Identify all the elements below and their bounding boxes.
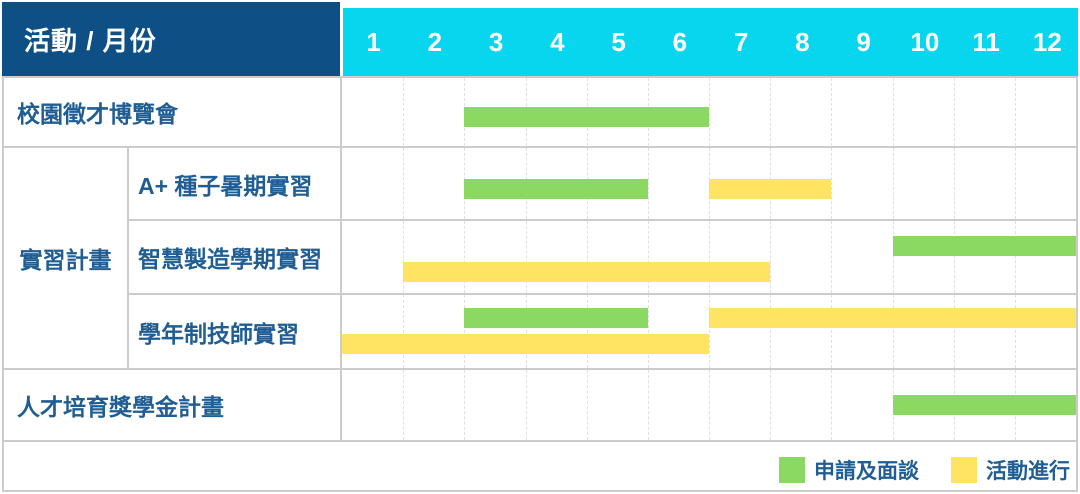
- table-corner-header: 活動 / 月份: [2, 2, 340, 78]
- month-gridline: [770, 295, 772, 368]
- month-label: 12: [1032, 26, 1062, 57]
- row-label-smart-manufacturing-internship: 智慧製造學期實習: [127, 221, 340, 295]
- legend-item: 申請及面談: [779, 455, 919, 485]
- month-gridline: [464, 370, 466, 440]
- month-gridline: [403, 221, 405, 293]
- month-gridline: [464, 295, 466, 368]
- month-label: 9: [856, 26, 871, 57]
- row-label-text: 智慧製造學期實習: [138, 246, 322, 272]
- month-gridline: [647, 221, 649, 293]
- row-label-text: 學年制技師實習: [138, 320, 299, 347]
- month-gridline: [709, 370, 710, 440]
- month-gridline: [586, 295, 588, 368]
- month-gridline: [953, 295, 955, 368]
- legend-swatch-yellow: [951, 457, 977, 483]
- month-label: 7: [733, 26, 749, 57]
- bar-apply-interview: [892, 236, 1076, 256]
- month-label: 5: [611, 26, 626, 57]
- row-label-text: 人才培育獎學金計畫: [17, 394, 224, 420]
- month-gridline: [953, 221, 955, 293]
- month-gridline: [1014, 295, 1016, 368]
- month-gridline: [770, 78, 772, 146]
- legend-label: 活動進行: [986, 460, 1070, 483]
- gantt-row-academic-year-technician-internship: [340, 295, 1078, 370]
- month-gridline: [709, 295, 710, 368]
- month-gridline: [464, 221, 466, 293]
- row-label-career-fair: 校園徵才博覽會: [2, 78, 340, 148]
- month-gridline: [403, 78, 405, 146]
- month-gridline: [831, 370, 833, 440]
- month-gridline: [1014, 148, 1016, 219]
- month-gridline: [586, 221, 588, 293]
- month-gridline: [831, 295, 833, 368]
- row-label-aplus-summer-internship: A+ 種子暑期實習: [127, 148, 340, 221]
- month-gridline: [403, 370, 405, 440]
- month-label: 3: [488, 26, 504, 57]
- month-gridline: [892, 295, 894, 368]
- month-gridline: [586, 370, 588, 440]
- month-label: 2: [427, 26, 443, 57]
- month-gridline: [1014, 78, 1016, 146]
- month-gridline: [525, 370, 527, 440]
- gantt-row-smart-manufacturing-internship: [340, 221, 1078, 295]
- bar-activity-ongoing: [403, 262, 771, 282]
- month-gridline: [403, 148, 405, 219]
- month-gridline: [525, 295, 527, 368]
- month-gridline: [831, 221, 833, 293]
- month-gridline: [831, 148, 833, 219]
- group-label-internship-program: 實習計畫: [2, 148, 127, 370]
- month-gridline: [770, 370, 772, 440]
- legend-item: 活動進行: [951, 455, 1070, 485]
- gantt-row-talent-scholarship-program: [340, 370, 1078, 442]
- month-gridline: [892, 78, 894, 146]
- row-label-talent-scholarship-program: 人才培育獎學金計畫: [2, 370, 340, 442]
- month-label: 10: [910, 26, 940, 57]
- row-label-text: 校園徵才博覽會: [17, 101, 178, 127]
- bar-apply-interview: [464, 107, 709, 127]
- bar-activity-ongoing: [709, 179, 832, 199]
- month-gridline: [709, 78, 710, 146]
- month-gridline: [892, 148, 894, 219]
- gantt-row-career-fair: [340, 78, 1078, 148]
- month-gridline: [1014, 221, 1016, 293]
- bar-activity-ongoing: [709, 308, 1076, 328]
- month-gridline: [831, 78, 833, 146]
- months-header-strip: 1 2 3 4 5 6 7 8 9 10 11 12: [343, 8, 1078, 76]
- bar-apply-interview: [892, 395, 1076, 415]
- month-label: 4: [550, 26, 565, 57]
- month-gridline: [647, 148, 649, 219]
- month-gridline: [709, 221, 710, 293]
- bar-apply-interview: [464, 308, 648, 328]
- corner-title: 活動 / 月份: [24, 25, 157, 56]
- month-label: 6: [672, 26, 688, 57]
- month-gridline: [647, 370, 649, 440]
- month-gridline: [953, 78, 955, 146]
- month-label: 1: [366, 26, 381, 57]
- month-gridline: [892, 221, 894, 293]
- gantt-row-aplus-summer-internship: [340, 148, 1078, 221]
- month-label: 8: [795, 26, 810, 57]
- month-gridline: [403, 295, 405, 368]
- legend: 申請及面談 活動進行: [2, 442, 1078, 492]
- month-gridline: [953, 148, 955, 219]
- legend-label: 申請及面談: [814, 460, 919, 483]
- bar-activity-ongoing: [342, 334, 709, 354]
- month-gridline: [647, 295, 649, 368]
- months-header: 1 2 3 4 5 6 7 8 9 10 11 12: [340, 2, 1078, 78]
- month-label: 11: [972, 26, 1000, 57]
- month-gridline: [525, 221, 527, 293]
- row-label-academic-year-technician-internship: 學年制技師實習: [127, 295, 340, 370]
- row-label-text: A+ 種子暑期實習: [138, 172, 313, 199]
- bar-apply-interview: [464, 179, 648, 199]
- month-gridline: [770, 221, 772, 293]
- group-label-text: 實習計畫: [19, 247, 112, 273]
- legend-swatch-green: [779, 457, 805, 483]
